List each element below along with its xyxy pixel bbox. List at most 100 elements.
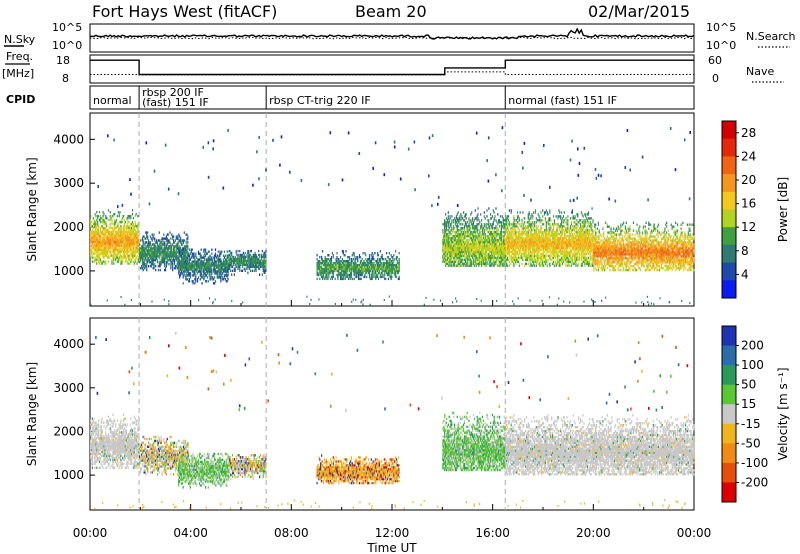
echo-cell: [90, 220, 92, 224]
echo-cell: [167, 259, 169, 262]
echo-cell: [205, 270, 208, 273]
echo-cell: [183, 245, 185, 248]
echo-cell: [321, 269, 324, 273]
echo-cell: [210, 264, 212, 267]
echo-cell: [518, 229, 520, 232]
echo-cell: [115, 240, 118, 243]
echo-cell: [155, 257, 157, 260]
echo-cell: [214, 262, 216, 265]
echo-cell: [246, 253, 248, 257]
echo-cell: [321, 269, 323, 273]
echo-cell: [95, 222, 97, 226]
echo-cell: [158, 265, 160, 268]
echo-cell: [148, 241, 150, 244]
echo-cell: [241, 269, 243, 272]
echo-cell: [106, 252, 108, 255]
echo-cell: [103, 236, 105, 240]
echo-cell: [132, 238, 134, 242]
echo-cell: [222, 264, 224, 267]
echo-cell: [152, 235, 154, 238]
echo-cell: [184, 262, 186, 265]
echo-cell: [131, 222, 133, 226]
echo-cell: [209, 272, 211, 275]
echo-cell: [94, 213, 96, 216]
echo-cell: [127, 228, 129, 232]
echo-cell: [337, 273, 339, 277]
echo-cell: [166, 243, 168, 246]
echo-cell: [328, 267, 330, 271]
echo-cell: [97, 220, 99, 224]
echo-cell: [383, 258, 385, 261]
echo-cell: [125, 246, 127, 249]
echo-cell: [165, 255, 167, 258]
echo-cell: [223, 266, 226, 269]
echo-cell: [185, 260, 187, 263]
echo-cell: [109, 224, 111, 228]
echo-cell: [102, 256, 104, 259]
echo-cell: [90, 242, 92, 245]
echo-cell: [94, 238, 96, 242]
echo-cell: [157, 251, 159, 254]
echo-cell: [121, 226, 123, 230]
echo-cell: [229, 261, 231, 265]
echo-cell: [132, 232, 134, 236]
echo-cell: [254, 263, 256, 267]
echo-cell: [100, 252, 102, 255]
echo-cell: [509, 262, 511, 265]
echo-cell: [120, 248, 122, 251]
echo-cell: [316, 267, 318, 271]
echo-cell: [99, 215, 101, 218]
echo-cell: [203, 256, 205, 259]
echo-cell: [334, 261, 336, 265]
echo-cell: [257, 259, 259, 263]
echo-cell: [144, 245, 146, 248]
echo-cell: [264, 271, 266, 274]
echo-cell: [177, 261, 179, 264]
echo-cell: [147, 243, 149, 246]
echo-cell: [218, 270, 220, 273]
echo-cell: [324, 275, 326, 279]
echo-cell: [181, 268, 183, 271]
echo-cell: [127, 256, 129, 259]
echo-cell: [507, 215, 510, 218]
echo-cell: [144, 257, 146, 260]
echo-cell: [108, 232, 110, 236]
echo-cell: [109, 230, 111, 234]
echo-cell: [127, 230, 129, 234]
echo-cell: [338, 261, 340, 265]
echo-cell: [215, 256, 217, 259]
echo-cell: [320, 273, 322, 277]
echo-cell: [123, 240, 125, 243]
echo-cell: [162, 251, 164, 254]
echo-cell: [115, 230, 118, 234]
echo-cell: [90, 238, 93, 242]
echo-cell: [124, 240, 126, 243]
cpid-label: CPID: [6, 93, 35, 106]
echo-cell: [204, 270, 206, 273]
echo-cell: [330, 269, 332, 273]
echo-cell: [97, 250, 99, 253]
echo-cell: [131, 234, 133, 238]
echo-cell: [199, 266, 201, 269]
echo-cell: [360, 277, 362, 281]
echo-cell: [217, 266, 219, 269]
echo-cell: [525, 262, 528, 265]
echo-cell: [104, 240, 106, 243]
echo-cell: [96, 224, 98, 228]
echo-cell: [168, 239, 170, 242]
echo-cell: [172, 259, 174, 262]
echo-cell: [246, 259, 248, 263]
echo-cell: [171, 263, 173, 266]
echo-cell: [320, 269, 322, 273]
echo-cell: [176, 235, 178, 238]
echo-cell: [112, 246, 114, 249]
echo-cell: [243, 263, 245, 267]
echo-cell: [342, 263, 344, 267]
echo-cell: [90, 250, 92, 253]
echo-cell: [345, 263, 347, 267]
echo-cell: [143, 235, 145, 238]
echo-cell: [97, 244, 99, 247]
echo-cell: [179, 247, 181, 250]
echo-cell: [186, 249, 188, 252]
echo-cell: [193, 256, 195, 259]
